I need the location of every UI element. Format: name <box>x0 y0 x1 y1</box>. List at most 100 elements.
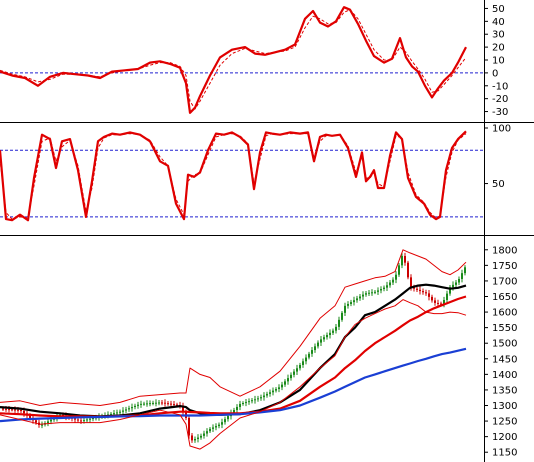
candle-body <box>413 287 415 289</box>
candle-body <box>377 290 379 292</box>
candle-body <box>428 293 430 297</box>
candle-body <box>248 401 250 403</box>
candle-body <box>113 413 115 415</box>
candle-body <box>29 415 31 418</box>
candle-body <box>464 267 466 274</box>
candle-body <box>47 421 49 424</box>
candle-body <box>281 384 283 388</box>
candle-body <box>161 402 163 404</box>
candle-body <box>317 342 319 347</box>
candle-body <box>263 395 265 398</box>
candle-body <box>122 410 124 412</box>
candle-body <box>443 300 445 305</box>
candle-body <box>455 282 457 285</box>
candle-body <box>287 378 289 382</box>
series-line-3 <box>0 249 467 406</box>
candle-body <box>452 284 454 288</box>
candle-body <box>407 262 409 278</box>
candle-body <box>308 353 310 358</box>
candle-body <box>350 302 352 304</box>
candle-body <box>176 404 178 406</box>
candle-body <box>302 361 304 366</box>
candle-body <box>422 291 424 293</box>
candle-body <box>383 287 385 290</box>
y-tick-label: 50 <box>492 4 505 15</box>
candle-body <box>314 346 316 351</box>
candle-body <box>209 428 211 432</box>
candle-body <box>191 435 193 441</box>
candle-body <box>134 405 136 408</box>
candle-body <box>170 403 172 405</box>
candle-body <box>206 431 208 434</box>
candle-body <box>236 406 238 411</box>
candle-body <box>335 326 337 331</box>
candle-body <box>200 435 202 438</box>
candle-body <box>149 403 151 405</box>
candle-body <box>17 409 19 411</box>
candle-body <box>89 418 91 420</box>
candle-body <box>359 296 361 299</box>
candle-body <box>371 292 373 294</box>
candle-body <box>11 409 13 411</box>
y-tick-label: 1750 <box>492 261 517 272</box>
candle-body <box>155 402 157 404</box>
candle-body <box>146 403 148 405</box>
candle-body <box>221 422 223 425</box>
y-tick-label: 100 <box>492 124 511 135</box>
candle-body <box>290 374 292 379</box>
candle-body <box>188 417 190 436</box>
candle-body <box>173 404 175 406</box>
candle-body <box>299 365 301 369</box>
candle-body <box>374 291 376 293</box>
y-tick-label: 1500 <box>492 339 517 350</box>
candle-body <box>293 371 295 375</box>
candle-body <box>341 312 343 320</box>
y-tick-label: 1450 <box>492 354 517 365</box>
candle-body <box>344 305 346 313</box>
y-tick-label: 1600 <box>492 308 517 319</box>
candle-body <box>401 256 403 266</box>
candle-body <box>2 408 4 410</box>
candle-body <box>332 330 334 333</box>
y-tick-label: 1200 <box>492 432 517 443</box>
candle-body <box>398 265 400 275</box>
candle-body <box>227 416 229 420</box>
y-tick-label: 1800 <box>492 245 517 256</box>
y-tick-label: 1250 <box>492 417 517 428</box>
candle-body <box>269 392 271 394</box>
candle-body <box>446 293 448 301</box>
candle-body <box>392 279 394 283</box>
candle-body <box>425 292 427 294</box>
y-tick-label: 1150 <box>492 448 517 459</box>
candle-body <box>365 293 367 295</box>
candle-body <box>389 282 391 286</box>
candle-body <box>329 332 331 336</box>
candle-body <box>5 408 7 410</box>
candle-body <box>215 426 217 428</box>
y-tick-label: -10 <box>492 81 508 92</box>
candle-body <box>116 412 118 414</box>
series-line-1 <box>0 295 467 418</box>
price-panel: 1800 1750 1700 1650 1600 1550 1500 1450 1400 1350… <box>0 245 517 459</box>
candle-body <box>152 402 154 404</box>
candle-body <box>266 393 268 396</box>
candle-body <box>368 292 370 294</box>
candle-body <box>23 410 25 414</box>
candle-body <box>8 409 10 411</box>
candle-body <box>20 410 22 412</box>
candle-body <box>212 427 214 429</box>
y-tick-label: 10 <box>492 56 505 67</box>
candle-body <box>233 410 235 414</box>
candle-body <box>338 319 340 327</box>
candle-body <box>203 433 205 436</box>
candle-body <box>431 296 433 301</box>
candle-body <box>110 413 112 415</box>
candle-body <box>356 298 358 301</box>
candle-body <box>35 420 37 423</box>
y-tick-label: -20 <box>492 94 508 105</box>
candle-body <box>320 339 322 343</box>
y-tick-label: 40 <box>492 17 505 28</box>
candle-body <box>311 350 313 354</box>
candle-body <box>395 274 397 280</box>
